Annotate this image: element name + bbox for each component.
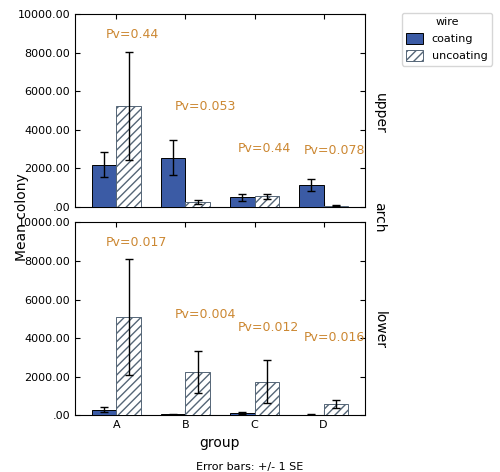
Text: Pv=0.078: Pv=0.078: [304, 144, 366, 157]
Text: Pv=0.016: Pv=0.016: [304, 331, 366, 344]
Text: Pv=0.053: Pv=0.053: [175, 100, 236, 112]
Bar: [230, 413, 254, 415]
Bar: [162, 158, 186, 207]
Text: arch: arch: [372, 202, 386, 232]
Text: upper: upper: [372, 93, 386, 134]
Bar: [186, 202, 210, 207]
Bar: [300, 185, 324, 207]
Bar: [324, 404, 347, 415]
Bar: [254, 196, 278, 207]
Text: Mean colony: Mean colony: [15, 173, 29, 261]
Bar: [92, 410, 116, 415]
Text: lower: lower: [372, 312, 386, 349]
Bar: [230, 197, 254, 207]
Text: Pv=0.004: Pv=0.004: [175, 308, 236, 321]
Bar: [324, 205, 347, 207]
Text: Pv=0.017: Pv=0.017: [106, 236, 168, 250]
Legend: coating, uncoating: coating, uncoating: [402, 13, 492, 66]
X-axis label: group: group: [200, 436, 240, 450]
Text: Pv=0.012: Pv=0.012: [238, 321, 298, 334]
Text: Error bars: +/- 1 SE: Error bars: +/- 1 SE: [196, 462, 304, 472]
Bar: [162, 414, 186, 415]
Bar: [116, 317, 140, 415]
Bar: [254, 381, 278, 415]
Text: Pv=0.44: Pv=0.44: [106, 28, 160, 41]
Bar: [116, 106, 140, 207]
Bar: [92, 165, 116, 207]
Bar: [186, 372, 210, 415]
Text: Pv=0.44: Pv=0.44: [238, 142, 290, 155]
Bar: [300, 414, 324, 415]
